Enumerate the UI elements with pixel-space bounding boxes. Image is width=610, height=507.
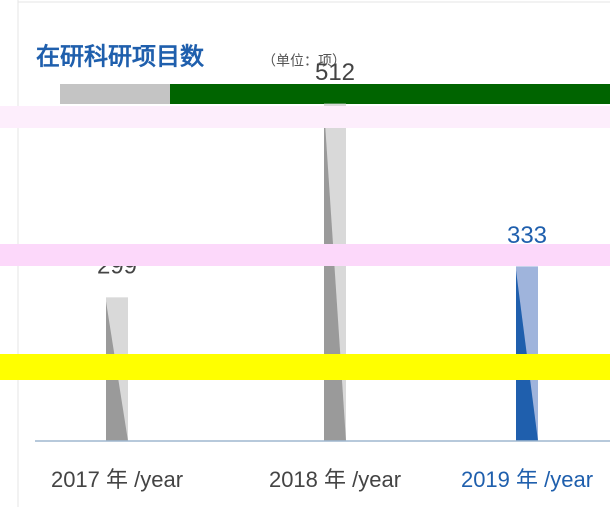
value-label: 512 <box>315 59 355 86</box>
overlay-artifact <box>60 84 170 104</box>
overlay-artifact <box>0 244 610 266</box>
overlay-artifact <box>0 106 610 128</box>
unit-label: （单位：项） <box>262 53 346 69</box>
x-tick-label: 2019 年 /year <box>461 467 593 492</box>
overlay-artifact <box>0 354 610 380</box>
x-tick-label: 2018 年 /year <box>269 467 401 492</box>
x-tick-label: 2017 年 /year <box>51 467 183 492</box>
chart-title: 在研科研项目数 <box>36 42 205 70</box>
overlay-artifact <box>170 84 610 104</box>
